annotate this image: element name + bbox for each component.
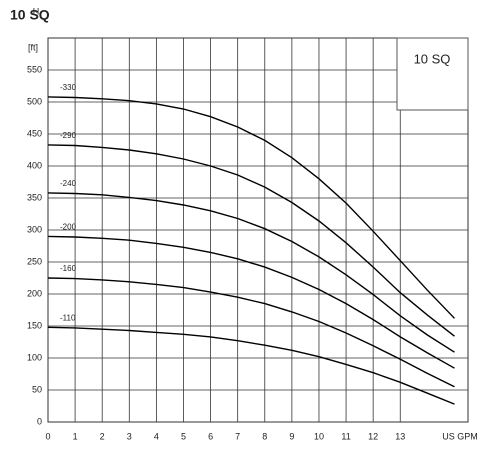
- y-tick-label: 550: [27, 64, 42, 74]
- curve-label: -200: [60, 223, 77, 232]
- x-tick-label: 5: [181, 431, 186, 441]
- x-tick-label: 9: [289, 431, 294, 441]
- y-tick-label: 500: [27, 96, 42, 106]
- y-tick-label: 200: [27, 288, 42, 298]
- y-tick-label: 450: [27, 128, 42, 138]
- x-tick-label: 0: [45, 431, 50, 441]
- y-tick-label: 100: [27, 352, 42, 362]
- curve-label: -110: [60, 313, 76, 322]
- curve-label: -330: [60, 83, 77, 92]
- x-axis-label: US GPM: [442, 431, 478, 441]
- pump-curve: [47, 96, 456, 319]
- chart-title: 10 SQ: [10, 7, 50, 23]
- x-tick-label: 11: [341, 431, 350, 441]
- pump-curve: [47, 277, 455, 388]
- y-tick-label: 50: [32, 384, 42, 394]
- y-tick-label: 350: [27, 192, 42, 202]
- x-tick-label: 4: [154, 431, 159, 441]
- x-tick-label: 8: [262, 431, 267, 441]
- x-tick-label: 13: [395, 431, 405, 441]
- x-tick-label: 6: [208, 431, 213, 441]
- y-tick-label: 400: [27, 160, 42, 170]
- y-tick-label: 250: [27, 256, 42, 266]
- x-tick-label: 12: [368, 431, 378, 441]
- y-axis-label: H: [33, 6, 40, 16]
- pump-curve: [47, 326, 455, 405]
- x-tick-label: 7: [235, 431, 240, 441]
- x-tick-label: 3: [127, 431, 132, 441]
- y-axis-unit: [ft]: [28, 42, 38, 52]
- x-tick-label: 2: [100, 431, 105, 441]
- y-tick-label: 300: [27, 224, 42, 234]
- curve-label: -160: [60, 264, 77, 273]
- curve-label: -240: [60, 179, 77, 188]
- pump-curve: [47, 192, 455, 353]
- y-tick-label: 150: [27, 320, 42, 330]
- x-tick-label: 1: [73, 431, 78, 441]
- curve-label: -290: [60, 131, 77, 140]
- y-tick-label: 0: [37, 416, 42, 426]
- annotation-box: [396, 37, 469, 111]
- pump-curve: [47, 144, 455, 337]
- pump-curve: [47, 235, 455, 369]
- annotation: 10 SQ: [414, 51, 451, 66]
- x-tick-label: 10: [314, 431, 324, 441]
